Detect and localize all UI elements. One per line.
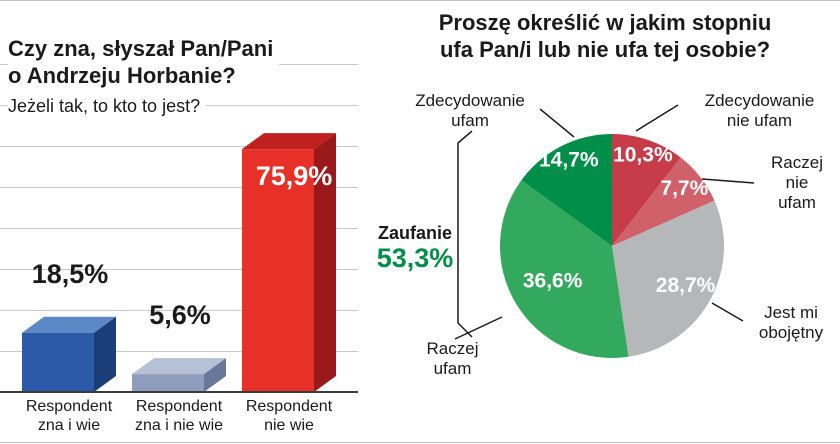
- pie-chart-title: Proszę określić w jakim stopniu ufa Pan/…: [370, 9, 840, 63]
- bar-chart-title: Czy zna, słyszał Pan/Pani o Andrzeju Hor…: [8, 35, 280, 89]
- leader-zdecydowanie-ufam: [539, 108, 575, 138]
- svg-text:14,7%: 14,7%: [539, 149, 599, 172]
- bar-chart-subtitle: Jeżeli tak, to kto to jest?: [8, 95, 207, 117]
- label-line: nie ufam: [726, 111, 793, 130]
- pie-canvas: 10,3% 7,7% 28,7% 36,6% 14,7%: [454, 104, 755, 359]
- leader-zdecydowanie-nie-ufam: [635, 104, 679, 132]
- leader-lines: [454, 104, 755, 340]
- category-line: Respondent: [135, 398, 223, 415]
- category-line: zna i wie: [37, 417, 101, 434]
- label-line: Jest mi: [764, 303, 818, 322]
- svg-text:36,6%: 36,6%: [523, 270, 583, 293]
- bar-chart-title-line2: o Andrzeju Horbanie?: [8, 63, 236, 88]
- label-line: ufam: [778, 193, 816, 212]
- label-line: ufam: [451, 111, 489, 130]
- category-label-zna-i-wie: Respondent zna i wie: [7, 397, 131, 435]
- label-raczej-ufam: Raczej ufam: [410, 339, 495, 379]
- label-line: Raczej: [771, 153, 823, 172]
- category-line: Respondent: [245, 398, 333, 415]
- label-line: nie: [785, 173, 809, 192]
- category-label-nie-wie: Respondent nie wie: [227, 397, 351, 435]
- label-line: ufam: [433, 359, 472, 378]
- label-line: Zdecydowanie: [415, 91, 525, 110]
- trust-pie-chart-panel: Proszę określić w jakim stopniu ufa Pan/…: [370, 1, 840, 444]
- value-label-zna-i-nie-wie: 5,6%: [149, 300, 211, 330]
- label-line: obojętny: [758, 323, 824, 342]
- value-label-nie-wie: 75,9%: [255, 161, 333, 191]
- svg-text:10,3%: 10,3%: [613, 143, 673, 166]
- category-line: Respondent: [25, 398, 113, 415]
- svg-text:28,7%: 28,7%: [656, 274, 716, 297]
- leader-jest-mi-obojetny: [711, 302, 744, 322]
- leader-raczej-ufam: [454, 316, 503, 340]
- zaufanie-percentage: 53,3%: [376, 243, 454, 273]
- category-label-zna-i-nie-wie: Respondent zna i nie wie: [117, 397, 241, 435]
- x-axis-baseline: [0, 391, 358, 393]
- category-line: zna i nie wie: [134, 417, 224, 434]
- pie-slices: 10,3% 7,7% 28,7% 36,6% 14,7%: [500, 134, 724, 359]
- label-zdecydowanie-ufam: Zdecydowanie ufam: [405, 91, 535, 131]
- value-label-zna-i-wie: 18,5%: [31, 259, 109, 289]
- svg-text:7,7%: 7,7%: [660, 177, 708, 200]
- label-line: Zdecydowanie: [704, 91, 815, 110]
- bars-canvas: [22, 133, 336, 392]
- label-zdecydowanie-nie-ufam: Zdecydowanie nie ufam: [682, 91, 837, 131]
- bar-chart-title-line1: Czy zna, słyszał Pan/Pani: [8, 36, 274, 61]
- pie-area: 10,3% 7,7% 28,7% 36,6% 14,7% Zdecydowanie uf…: [370, 71, 840, 444]
- label-jest-mi-obojetny: Jest mi obojętny: [745, 303, 837, 343]
- leader-raczej-nie-ufam: [701, 178, 755, 184]
- pie-chart-title-line2: ufa Pan/i lub nie ufa tej osobie?: [439, 37, 771, 62]
- pie-chart-title-line1: Proszę określić w jakim stopniu: [438, 10, 772, 35]
- awareness-bar-chart: Czy zna, słyszał Pan/Pani o Andrzeju Hor…: [0, 1, 368, 444]
- bracket-zaufanie: [457, 130, 473, 338]
- zaufanie-label: Zaufanie: [377, 223, 452, 243]
- category-line: nie wie: [264, 417, 314, 434]
- label-raczej-nie-ufam: Raczej nie ufam: [757, 153, 837, 213]
- label-line: Raczej: [426, 339, 479, 358]
- group-annotation-zaufanie: Zaufanie 53,3%: [370, 223, 460, 273]
